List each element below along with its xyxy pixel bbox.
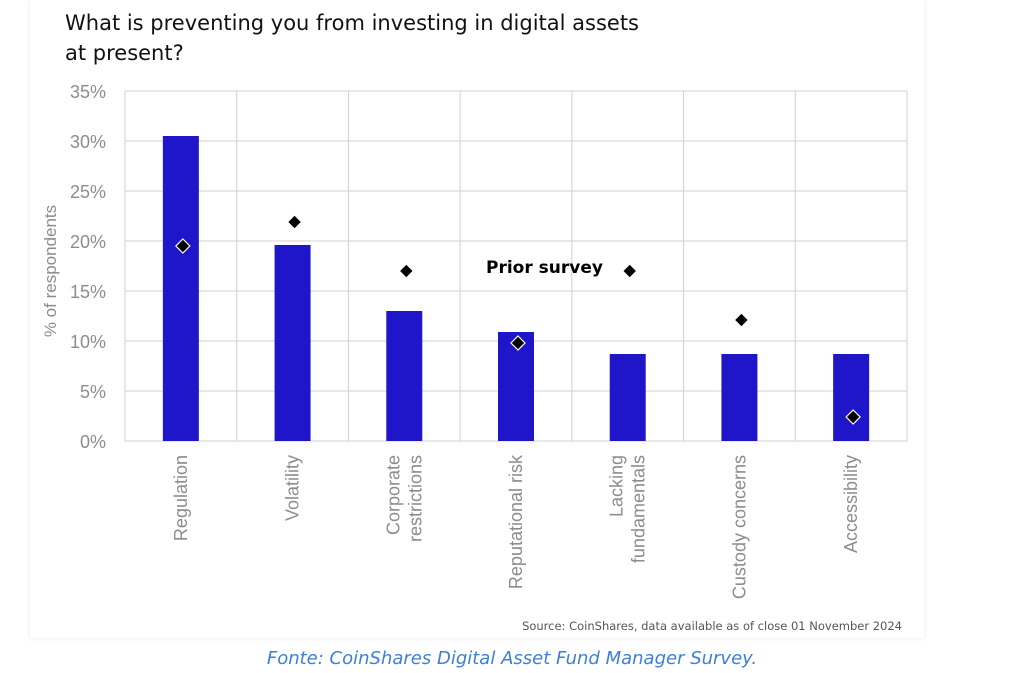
y-tick-label: 10% bbox=[70, 332, 106, 352]
bar bbox=[274, 245, 311, 441]
y-tick-label: 30% bbox=[70, 132, 106, 152]
y-tick-label: 15% bbox=[70, 282, 106, 302]
x-tick-label: Reputational risk bbox=[506, 454, 526, 589]
y-tick-label: 20% bbox=[70, 232, 106, 252]
bar bbox=[609, 354, 646, 441]
y-tick-label: 25% bbox=[70, 182, 106, 202]
source-note: Source: CoinShares, data available as of… bbox=[522, 619, 902, 633]
x-tick-label: Custody concerns bbox=[729, 455, 749, 599]
bar bbox=[833, 354, 870, 441]
prior-survey-marker bbox=[286, 214, 303, 230]
bar bbox=[721, 354, 758, 441]
prior-survey-marker bbox=[510, 335, 526, 351]
y-tick-label: 35% bbox=[70, 82, 106, 102]
x-tick-label: Volatility bbox=[283, 455, 303, 521]
chart-title-line-2: at present? bbox=[65, 41, 184, 65]
bar bbox=[386, 311, 423, 441]
figure-caption: Fonte: CoinShares Digital Asset Fund Man… bbox=[266, 648, 758, 669]
prior-survey-marker bbox=[398, 263, 415, 279]
y-tick-label: 5% bbox=[80, 382, 106, 402]
x-tick-label: Corporate bbox=[383, 455, 403, 535]
y-axis-label: % of respondents bbox=[41, 205, 60, 337]
prior-survey-annotation: Prior survey bbox=[486, 258, 603, 278]
x-tick-label: fundamentals bbox=[629, 455, 649, 563]
x-tick-label: Regulation bbox=[171, 455, 191, 541]
x-tick-label: restrictions bbox=[405, 455, 425, 542]
x-tick-label: Accessibility bbox=[841, 455, 861, 553]
prior-survey-marker bbox=[175, 238, 191, 254]
prior-survey-marker bbox=[845, 409, 861, 425]
prior-survey-marker bbox=[621, 263, 638, 279]
prior-survey-marker bbox=[733, 312, 750, 328]
x-tick-label: Lacking bbox=[607, 455, 627, 517]
bar bbox=[498, 332, 534, 441]
chart-title: What is preventing you from investing in… bbox=[65, 8, 639, 68]
y-tick-label: 0% bbox=[80, 432, 106, 452]
chart-title-line-1: What is preventing you from investing in… bbox=[65, 11, 639, 35]
bar bbox=[162, 136, 199, 441]
